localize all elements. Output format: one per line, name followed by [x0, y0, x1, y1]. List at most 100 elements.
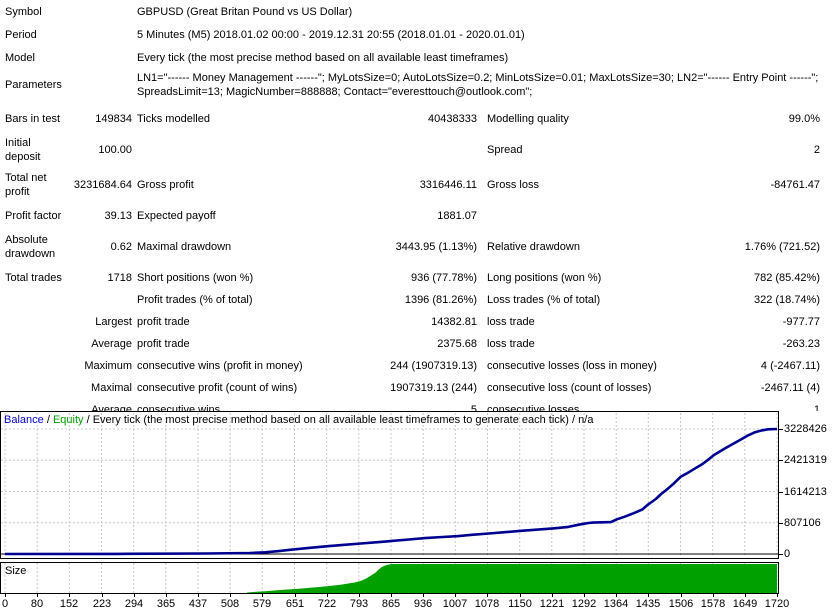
stat-label-3: consecutive loss (count of losses): [487, 382, 652, 394]
value-3: 2: [813, 144, 820, 156]
row-label: Model: [5, 52, 35, 64]
y-axis-label: 1614213: [784, 486, 827, 498]
stat-label-2: profit trade: [137, 316, 190, 328]
value-1: Maximal: [91, 382, 132, 394]
row-label: Symbol: [5, 6, 42, 18]
x-axis-label: 865: [381, 598, 401, 610]
value-1: 0.62: [110, 241, 132, 253]
balance-curve-area: [1, 412, 778, 558]
value-3: 322 (18.74%): [753, 294, 820, 306]
value-1: 1718: [107, 272, 132, 284]
x-axis-label: 1364: [603, 598, 629, 610]
y-axis-label: 2421319: [784, 454, 827, 466]
table-row: Initial deposit 100.00 Spread 2: [0, 136, 833, 164]
value-1: Average: [91, 338, 132, 350]
value-2: 14382.81: [431, 316, 477, 328]
value-2: 3316446.11: [419, 179, 477, 191]
stat-label-3: Loss trades (% of total): [487, 294, 601, 306]
balance-chart-panel: Balance / Equity / Every tick (the most …: [0, 411, 779, 559]
x-axis-tick: [423, 594, 424, 597]
table-row: Absolute drawdown 0.62 Maximal drawdown 344…: [0, 233, 833, 261]
value-3: 782 (85.42%): [753, 272, 820, 284]
stat-label-2: profit trade: [137, 338, 190, 350]
x-axis-tick: [745, 594, 746, 597]
x-axis-label: 1506: [668, 598, 694, 610]
value-1: 39.13: [104, 210, 132, 222]
value-3: -2467.11 (4): [760, 382, 820, 394]
x-axis-tick: [584, 594, 585, 597]
x-axis-tick: [37, 594, 38, 597]
x-axis-label: 651: [285, 598, 305, 610]
chart-legend: Balance / Equity / Every tick (the most …: [4, 413, 593, 427]
value-1: 100.00: [98, 144, 132, 156]
legend-balance-label: Balance: [4, 414, 44, 426]
x-axis-tick: [648, 594, 649, 597]
x-axis-tick: [69, 594, 70, 597]
x-axis-tick: [198, 594, 199, 597]
x-axis-tick: [777, 594, 778, 597]
x-axis-label: 1221: [539, 598, 565, 610]
stat-label-3: Gross loss: [487, 179, 539, 191]
stat-label-3: Relative drawdown: [487, 241, 580, 253]
x-axis-tick: [520, 594, 521, 597]
x-axis-label: 1078: [474, 598, 500, 610]
table-row: Model Every tick (the most precise method…: [0, 48, 833, 68]
table-row: Average profit trade 2375.68 loss trade -263…: [0, 334, 833, 354]
stat-label-2: Ticks modelled: [137, 113, 210, 125]
x-axis-tick: [262, 594, 263, 597]
x-axis-tick: [552, 594, 553, 597]
x-axis-label: 1435: [635, 598, 661, 610]
y-axis-tick: [778, 492, 783, 493]
table-row: Largest profit trade 14382.81 loss trade -97…: [0, 312, 833, 332]
value-3: -263.23: [782, 338, 820, 350]
row-label: Profit factor: [5, 210, 62, 222]
value-1: Largest: [95, 316, 132, 328]
stat-label-2: Profit trades (% of total): [137, 294, 253, 306]
value-2: 936 (77.78%): [410, 272, 477, 284]
balance-curve: [1, 413, 778, 557]
stat-label-2: consecutive profit (count of wins): [137, 382, 298, 394]
x-axis-tick: [359, 594, 360, 597]
x-axis-label: 722: [317, 598, 337, 610]
x-axis-tick: [713, 594, 714, 597]
x-axis-label: 793: [349, 598, 369, 610]
size-label: Size: [5, 565, 27, 577]
value-3: 1.76% (721.52): [744, 241, 820, 253]
x-axis-label: 80: [30, 598, 44, 610]
x-axis-tick: [616, 594, 617, 597]
x-axis-label: 437: [188, 598, 208, 610]
value-3: 4 (-2467.11): [760, 360, 820, 372]
y-axis-tick: [778, 429, 783, 430]
value-2: 1907319.13 (244): [390, 382, 477, 394]
x-axis-label: 579: [252, 598, 272, 610]
value-1: Maximum: [84, 360, 132, 372]
value-2: 2375.68: [437, 338, 477, 350]
legend-separator: /: [568, 414, 579, 426]
lot-size-bars: [4, 563, 778, 593]
value-2: 3443.95 (1.13%): [395, 241, 477, 253]
stat-label-3: Long positions (won %): [487, 272, 602, 284]
table-row: Profit factor 39.13 Expected payoff 1881.07: [0, 206, 833, 226]
y-axis-label: 0: [784, 548, 791, 560]
y-axis-tick: [778, 554, 783, 555]
row-wide-value: LN1="------ Money Management ------"; My…: [137, 72, 819, 98]
stat-label-3: consecutive losses (loss in money): [487, 360, 657, 372]
stat-label-3: loss trade: [487, 316, 535, 328]
stat-label-2: Short positions (won %): [137, 272, 254, 284]
value-2: 40438333: [428, 113, 477, 125]
x-axis-label: 0: [1, 598, 9, 610]
y-axis-tick: [778, 460, 783, 461]
x-axis-tick: [681, 594, 682, 597]
value-3: 1: [813, 404, 820, 416]
row-label: Period: [5, 29, 37, 41]
legend-separator: /: [83, 414, 93, 426]
x-axis-label: 508: [220, 598, 240, 610]
x-axis-tick: [391, 594, 392, 597]
x-axis-label: 1292: [571, 598, 597, 610]
row-label: Total net profit: [5, 172, 47, 198]
x-axis-tick: [487, 594, 488, 597]
value-2: 5: [470, 404, 477, 416]
row-label: Bars in test: [5, 113, 61, 125]
legend-equity-label: Equity: [52, 414, 84, 426]
x-axis-label: 223: [92, 598, 112, 610]
